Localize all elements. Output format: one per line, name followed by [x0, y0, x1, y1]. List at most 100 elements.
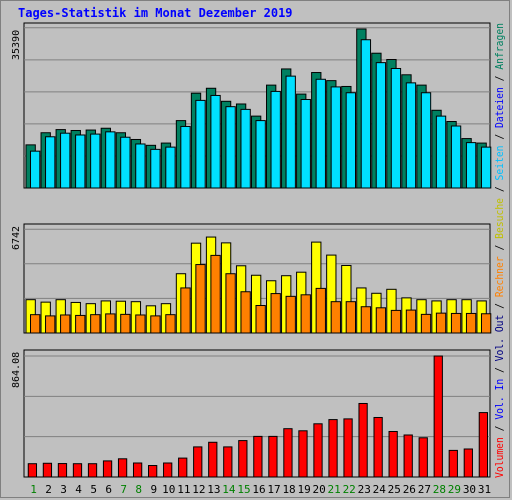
x-tick-label: 2	[45, 483, 52, 496]
rechner-bar	[210, 254, 221, 334]
x-tick-label: 26	[403, 483, 416, 496]
volumen-bar	[298, 430, 308, 478]
volumen-bar	[193, 446, 203, 478]
dateien-bar	[285, 75, 296, 189]
rechner-bar	[135, 314, 146, 334]
rechner-bar	[345, 301, 357, 334]
x-tick-label: 21	[328, 483, 341, 496]
dateien-bar	[225, 106, 236, 189]
x-tick-label: 19	[297, 483, 310, 496]
dateien-bar	[195, 99, 206, 189]
volumen-bar	[87, 463, 98, 478]
x-tick-label: 27	[418, 483, 431, 496]
dateien-bar	[330, 86, 341, 189]
volumen-bar	[343, 418, 353, 478]
x-tick-label: 23	[358, 483, 371, 496]
volumen-bar	[448, 449, 458, 478]
volumen-bar	[117, 458, 128, 478]
y-max-label: 35390	[11, 30, 22, 60]
y-max-label: 864.08	[11, 352, 22, 388]
rechner-bar	[60, 314, 71, 334]
rechner-bar	[465, 312, 477, 334]
x-tick-label: 17	[267, 483, 280, 496]
rechner-bar	[420, 313, 432, 334]
dateien-bar	[60, 132, 71, 189]
rechner-bar	[330, 301, 341, 334]
rechner-bar	[75, 314, 86, 334]
x-tick-label: 3	[60, 483, 67, 496]
y-max-label: 6742	[11, 226, 22, 250]
legend-item: Anfragen	[493, 23, 506, 70]
x-tick-label: 22	[343, 483, 356, 496]
x-tick-label: 14	[222, 483, 236, 496]
legend-item: Seiten	[493, 145, 506, 180]
right-legend: Volumen / Vol. In / Vol. Out / Rechner /…	[493, 23, 506, 478]
x-tick-label: 6	[105, 483, 112, 496]
volumen-bar	[478, 412, 488, 478]
dateien-bar	[405, 82, 417, 189]
rechner-bar	[390, 309, 402, 334]
rechner-bar	[90, 314, 101, 334]
volumen-bar	[72, 463, 83, 478]
x-tick-label: 8	[135, 483, 142, 496]
volumen-bar	[253, 435, 263, 478]
rechner-bar	[30, 314, 41, 334]
dateien-bar	[45, 136, 56, 189]
legend-item: Vol. Out	[493, 315, 506, 362]
volumen-bar	[42, 462, 53, 478]
dateien-bar	[300, 98, 311, 189]
dateien-bar	[105, 131, 116, 189]
rechner-bar	[240, 291, 251, 334]
legend-item: /	[493, 128, 506, 146]
volumen-bar	[388, 430, 398, 478]
legend-item: Vol. In	[493, 379, 506, 420]
legend-item: Besuche	[493, 198, 506, 239]
rechner-bar	[300, 294, 311, 334]
dateien-bar	[180, 125, 191, 189]
dateien-bar	[450, 125, 462, 189]
dateien-bar	[30, 150, 41, 189]
rechner-bar	[180, 287, 191, 334]
x-tick-label: 13	[207, 483, 220, 496]
rechner-bar	[405, 309, 417, 334]
x-tick-label: 24	[373, 483, 387, 496]
x-tick-label: 29	[448, 483, 461, 496]
volumen-bar	[283, 428, 293, 478]
rechner-bar	[255, 305, 266, 334]
volumen-bar	[463, 448, 473, 478]
volumen-bar	[223, 446, 233, 478]
legend-item: Rechner	[493, 256, 506, 297]
dateien-bar	[480, 146, 492, 189]
x-tick-label: 31	[478, 483, 491, 496]
volumen-bar	[358, 402, 368, 478]
rechner-bar	[45, 315, 56, 334]
dateien-bar	[345, 92, 357, 189]
dateien-bar	[240, 108, 251, 189]
volumen-bar	[148, 465, 158, 478]
dateien-bar	[435, 115, 447, 189]
rechner-bar	[120, 313, 131, 334]
dateien-bar	[210, 94, 221, 189]
x-tick-label: 20	[313, 483, 326, 496]
legend-item: /	[493, 181, 506, 199]
x-tick-label: 16	[252, 483, 265, 496]
x-tick-label: 7	[120, 483, 127, 496]
rechner-bar	[165, 314, 176, 334]
legend-item: /	[493, 361, 506, 379]
rechner-bar	[195, 264, 206, 334]
rechner-bar	[105, 313, 116, 334]
rechner-bar	[450, 312, 462, 334]
dateien-bar	[165, 146, 176, 189]
x-tick-label: 30	[463, 483, 476, 496]
volumen-bar	[373, 416, 383, 478]
rechner-bar	[315, 287, 326, 334]
dateien-bar	[120, 136, 131, 189]
legend-item: /	[493, 70, 506, 88]
x-tick-label: 28	[433, 483, 446, 496]
volumen-bar	[102, 460, 113, 478]
legend-item: Volumen	[493, 437, 506, 478]
volumen-bar	[178, 457, 188, 478]
x-tick-label: 18	[282, 483, 295, 496]
x-tick-label: 9	[150, 483, 157, 496]
